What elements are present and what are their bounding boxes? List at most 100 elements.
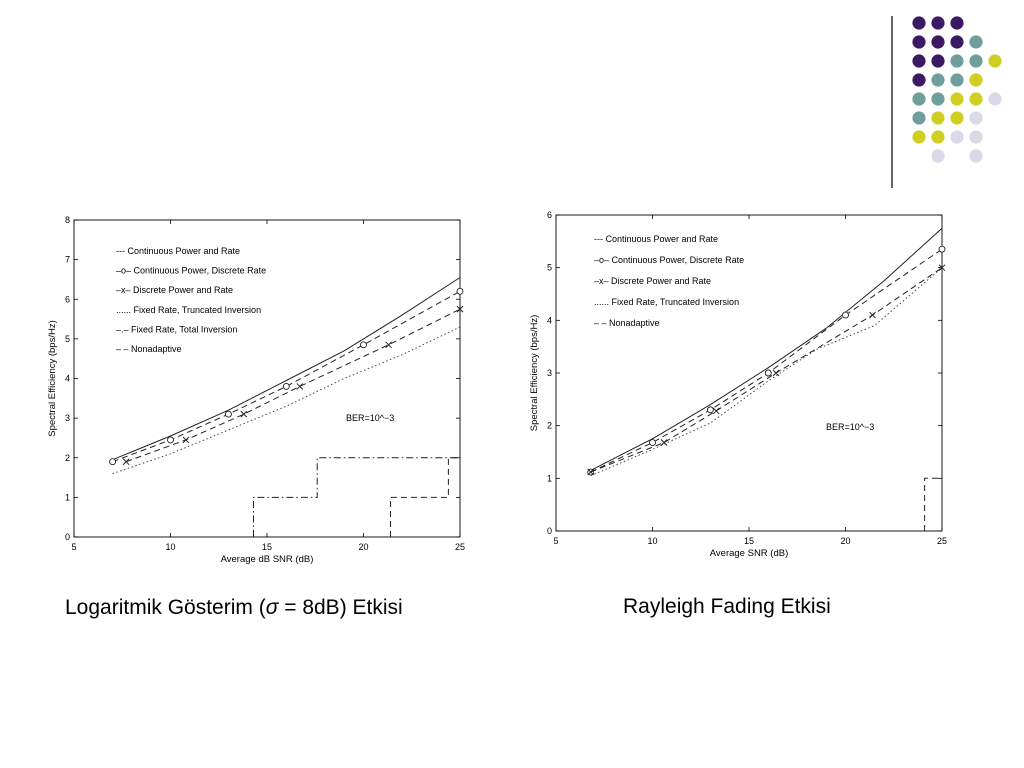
- decorative-dot: [931, 35, 945, 49]
- circle-marker: [764, 369, 772, 377]
- y-tick-label: 3: [547, 368, 552, 378]
- legend-item: --- Continuous Power and Rate: [116, 246, 240, 256]
- chart-log-normal: 5 10 15 20 25 0 1 2 3 4 5 6 7 8 Average dB SNR (dB) Spe…: [47, 215, 465, 565]
- circle-marker: [224, 410, 232, 418]
- x-tick-label: 20: [840, 536, 850, 546]
- decorative-dot: [931, 111, 945, 125]
- series-line: [390, 457, 460, 537]
- series-line: [590, 267, 943, 473]
- x-tick-label: 25: [455, 542, 465, 552]
- decorative-dot: [950, 35, 964, 49]
- circle-marker: [167, 436, 174, 444]
- x-tick-label: 5: [553, 536, 558, 546]
- y-tick-label: 4: [65, 374, 70, 384]
- caption-left: Logaritmik Gösterim (σ = 8dB) Etkisi: [65, 596, 403, 620]
- y-axis-label: Spectral Efficiency (bps/Hz): [529, 315, 540, 432]
- legend-item: --- Continuous Power and Rate: [594, 234, 718, 244]
- legend-item: – – Nonadaptive: [594, 318, 660, 328]
- x-marker: [456, 305, 464, 313]
- y-tick-label: 6: [547, 210, 552, 220]
- y-tick-label: 5: [547, 263, 552, 273]
- legend-item: ...... Fixed Rate, Truncated Inversion: [594, 297, 739, 307]
- circle-marker: [706, 406, 714, 414]
- x-tick-label: 15: [262, 542, 272, 552]
- legend-item: –.– Fixed Rate, Total Inversion: [116, 324, 237, 334]
- legend-item: ...... Fixed Rate, Truncated Inversion: [116, 305, 261, 315]
- circle-marker: [842, 311, 849, 319]
- y-tick-label: 1: [65, 492, 70, 502]
- series-line: [253, 457, 460, 537]
- decorative-dot: [931, 54, 945, 68]
- series-line: [924, 477, 942, 531]
- y-tick-label: 6: [65, 294, 70, 304]
- decorative-dot: [912, 111, 926, 125]
- decorative-dot: [969, 73, 983, 87]
- caption-left-suffix: = 8dB) Etkisi: [278, 596, 403, 619]
- series-line: [590, 227, 943, 471]
- legend-item: –x– Discrete Power and Rate: [594, 276, 711, 286]
- caption-right: Rayleigh Fading Etkisi: [623, 595, 831, 618]
- decorative-dot: [912, 73, 926, 87]
- decorative-dot: [912, 92, 926, 106]
- dot-grid-decoration: [912, 16, 1002, 163]
- decorative-dot: [950, 92, 964, 106]
- x-marker: [772, 369, 780, 377]
- y-axis-label: Spectral Efficiency (bps/Hz): [47, 320, 58, 437]
- decorative-dot: [950, 130, 964, 144]
- y-tick-label: 2: [65, 453, 70, 463]
- x-axis-label: Average dB SNR (dB): [221, 554, 314, 565]
- x-marker: [869, 311, 876, 319]
- circle-marker: [649, 439, 656, 446]
- decorative-dot: [988, 92, 1002, 106]
- x-marker: [712, 407, 720, 415]
- x-marker: [182, 436, 190, 444]
- series-line: [112, 277, 461, 461]
- x-tick-label: 15: [744, 536, 754, 546]
- y-tick-label: 0: [65, 532, 70, 542]
- x-marker: [122, 458, 130, 466]
- x-marker: [240, 410, 248, 418]
- legend-item: –x– Discrete Power and Rate: [116, 285, 233, 295]
- decorative-dot: [969, 35, 983, 49]
- series-line: [112, 290, 461, 463]
- decorative-dot: [912, 16, 926, 30]
- decorative-dot: [950, 73, 964, 87]
- circle-marker: [109, 458, 117, 466]
- circle-marker: [282, 382, 290, 390]
- ber-annotation: BER=10^−3: [826, 422, 874, 432]
- x-tick-label: 20: [358, 542, 368, 552]
- series-line: [112, 326, 461, 475]
- y-tick-label: 2: [547, 421, 552, 431]
- y-tick-label: 7: [65, 255, 70, 265]
- y-tick-label: 8: [65, 215, 70, 225]
- circle-marker: [360, 341, 367, 349]
- x-marker: [587, 468, 595, 476]
- decorative-dot: [912, 35, 926, 49]
- legend-item: – – Nonadaptive: [116, 344, 182, 354]
- decorative-dot: [912, 54, 926, 68]
- legend-item: –o– Continuous Power, Discrete Rate: [594, 255, 744, 265]
- y-tick-label: 0: [547, 526, 552, 536]
- x-marker: [660, 439, 668, 446]
- decorative-dot: [950, 54, 964, 68]
- chart-rayleigh: 5 10 15 20 25 0 1 2 3 4 5 6 Average SNR (dB) Spectral…: [529, 210, 947, 559]
- circle-marker: [938, 245, 946, 253]
- decorative-dot: [931, 92, 945, 106]
- decorative-dot: [969, 92, 983, 106]
- x-tick-label: 10: [647, 536, 657, 546]
- circle-marker: [456, 287, 464, 295]
- x-tick-label: 5: [71, 542, 76, 552]
- caption-left-prefix: Logaritmik Gösterim (: [65, 596, 266, 619]
- decorative-dot: [969, 130, 983, 144]
- caption-left-sigma: σ: [265, 596, 279, 619]
- decorative-dot: [931, 130, 945, 144]
- x-tick-label: 10: [165, 542, 175, 552]
- y-tick-label: 4: [547, 315, 552, 325]
- legend-item: –o– Continuous Power, Discrete Rate: [116, 266, 266, 276]
- y-tick-label: 1: [547, 473, 552, 483]
- decorative-dot: [969, 111, 983, 125]
- decorative-dot: [912, 130, 926, 144]
- decorative-dot: [950, 16, 964, 30]
- y-tick-label: 3: [65, 413, 70, 423]
